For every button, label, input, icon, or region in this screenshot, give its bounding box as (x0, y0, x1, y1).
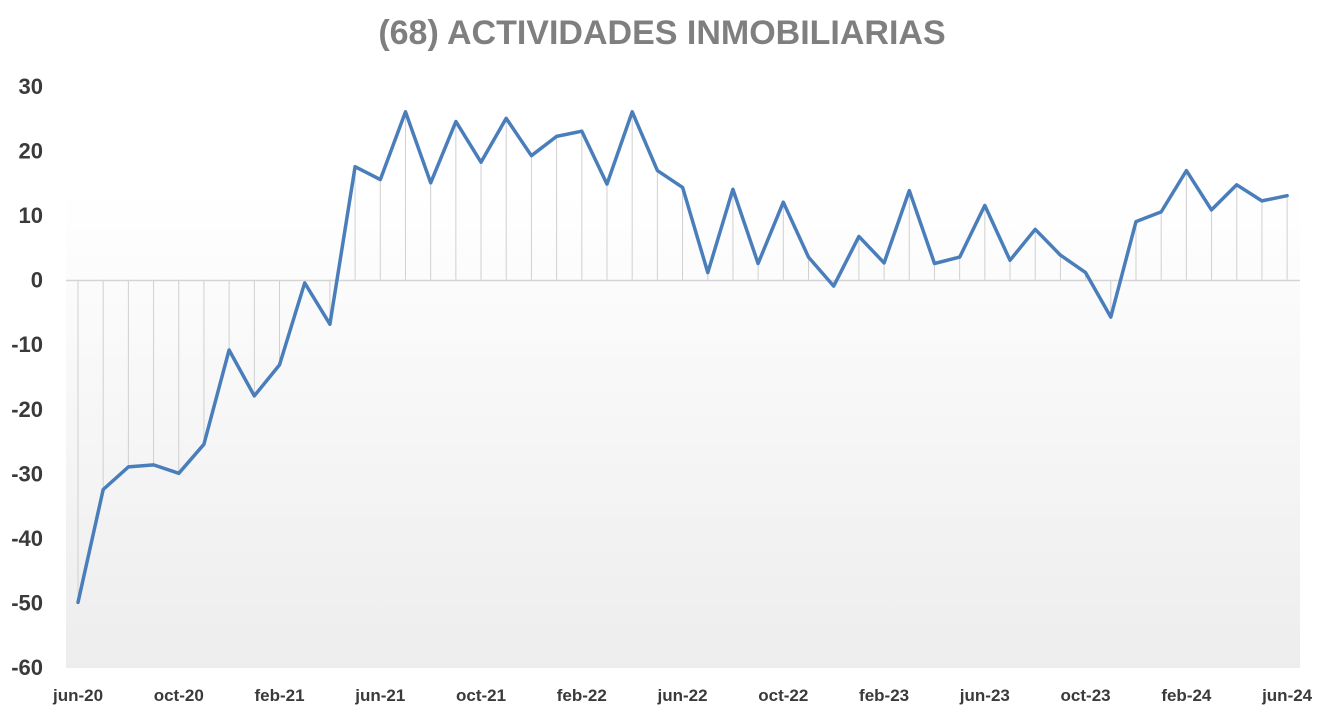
x-tick-label: jun-21 (354, 686, 405, 705)
x-tick-label: jun-23 (959, 686, 1010, 705)
x-axis-ticks: jun-20 oct-20 feb-21 jun-21 oct-21 feb-22 jun-… (52, 686, 1313, 705)
y-tick-label: -50 (11, 590, 43, 615)
y-tick-label: 10 (19, 203, 43, 228)
x-tick-label: jun-20 (52, 686, 103, 705)
x-tick-label: jun-22 (657, 686, 708, 705)
drop-lines (77, 111, 1288, 603)
y-tick-label: -60 (11, 655, 43, 680)
series-line (76, 110, 1289, 605)
x-tick-label: oct-21 (456, 686, 506, 705)
y-tick-label: 30 (19, 74, 43, 99)
x-tick-label: feb-21 (254, 686, 304, 705)
y-tick-label: -40 (11, 526, 43, 551)
x-tick-label: feb-22 (557, 686, 607, 705)
x-tick-label: oct-22 (758, 686, 808, 705)
y-tick-label: 0 (31, 268, 43, 293)
x-tick-label: oct-23 (1061, 686, 1111, 705)
y-axis-ticks: 30 20 10 0 -10 -20 -30 -40 -50 -60 (11, 74, 43, 680)
y-tick-label: -20 (11, 397, 43, 422)
y-tick-label: -30 (11, 461, 43, 486)
y-tick-label: -10 (11, 332, 43, 357)
x-tick-label: oct-20 (154, 686, 204, 705)
x-tick-label: feb-24 (1161, 686, 1212, 705)
x-tick-label: jun-24 (1261, 686, 1313, 705)
x-tick-label: feb-23 (859, 686, 909, 705)
chart-title: (68) ACTIVIDADES INMOBILIARIAS (378, 14, 946, 52)
y-tick-label: 20 (19, 139, 43, 164)
